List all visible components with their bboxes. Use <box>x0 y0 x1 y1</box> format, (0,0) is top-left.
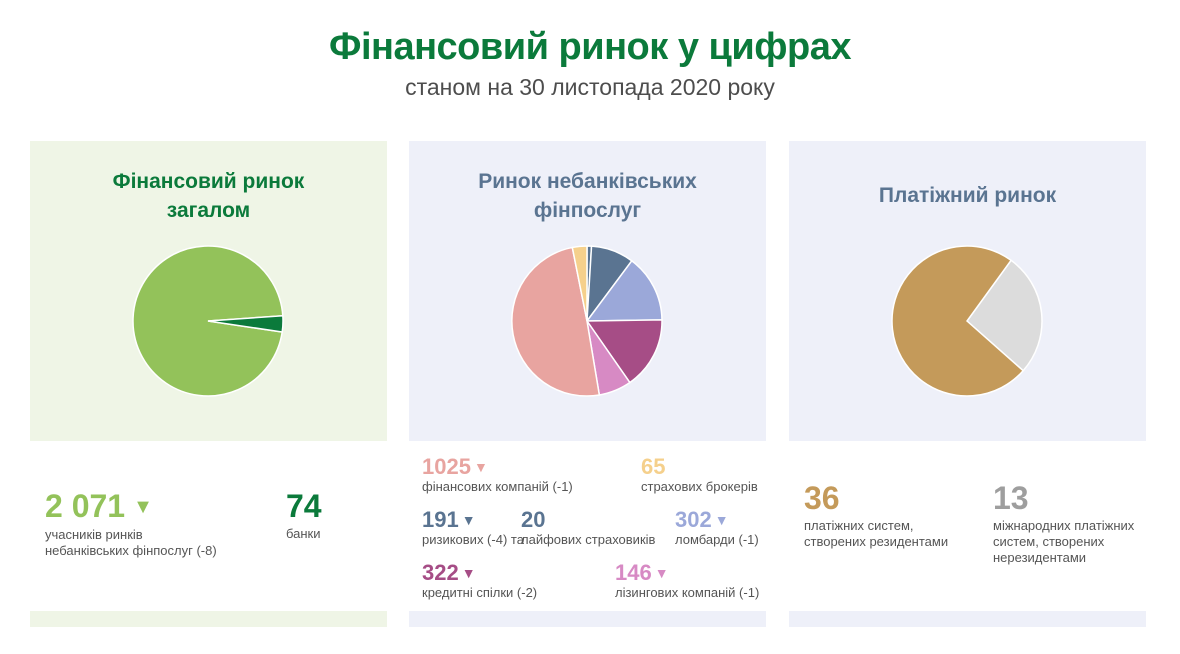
stat-pawnshops: 302 ▼ ломбарди (-1) <box>675 508 759 548</box>
stat-value: 65 <box>641 454 666 479</box>
panel-title-payment: Платіжний ринок <box>878 184 1057 207</box>
stat-label: страхових брокерів <box>641 479 758 494</box>
pie-slice <box>571 245 588 322</box>
pie-chart-nonbank <box>511 245 663 397</box>
stat-international-payment-systems: 13 міжнародних платіжних систем, створен… <box>993 481 1134 566</box>
stat-value: 2 071 ▼ <box>45 488 153 524</box>
down-triangle-icon: ▼ <box>473 459 488 475</box>
stat-label: створених резидентами <box>804 534 949 549</box>
stat-label: міжнародних платіжних <box>993 518 1135 533</box>
panel-nonbank-market: Ринок небанківських фінпослуг <box>409 141 766 441</box>
stat-label: банки <box>286 526 321 541</box>
panel-overall-market: Фінансовий ринок загалом <box>30 141 387 441</box>
down-triangle-icon: ▼ <box>714 512 729 528</box>
pie-slice <box>891 245 1025 397</box>
stat-label: лізингових компаній (-1) <box>615 585 760 600</box>
down-triangle-icon: ▼ <box>461 512 476 528</box>
pie-slice <box>511 246 601 397</box>
stat-participants: 2 071 ▼ учасників ринків небанківських фі… <box>45 489 217 559</box>
stat-credit-unions: 322 ▼ кредитні спілки (-2) <box>422 561 537 601</box>
panel-title-line: Фінансовий ринок <box>112 170 305 193</box>
stat-label: нерезидентами <box>993 550 1087 565</box>
stat-life-insurers: 20 лайфових страховиків <box>521 508 655 548</box>
panel-title-line: Ринок небанківських <box>478 170 697 193</box>
stat-value: 146 ▼ <box>615 560 669 585</box>
page-title: Фінансовий ринок у цифрах <box>329 26 851 68</box>
down-triangle-icon: ▼ <box>133 496 153 518</box>
stat-label: систем, створених <box>993 534 1105 549</box>
panel-title-line: загалом <box>166 199 251 222</box>
stat-label: ломбарди (-1) <box>675 532 759 547</box>
panel-title-nonbank: Ринок небанківських фінпослуг <box>409 167 766 225</box>
stat-label: лайфових страховиків <box>521 532 656 547</box>
stat-value: 191 ▼ <box>422 507 476 532</box>
stat-risk-insurers: 191 ▼ ризикових (-4) та <box>422 508 524 548</box>
stat-value: 74 <box>286 488 322 524</box>
stat-label: кредитні спілки (-2) <box>422 585 538 600</box>
down-triangle-icon: ▼ <box>654 565 669 581</box>
page-subtitle: станом на 30 листопада 2020 року <box>405 74 775 100</box>
down-triangle-icon: ▼ <box>461 565 476 581</box>
panel-title-line: фінпослуг <box>533 199 642 222</box>
stat-label: фінансових компаній (-1) <box>422 479 573 494</box>
stat-label: ризикових (-4) та <box>422 532 524 547</box>
pie-chart-payment <box>891 245 1043 397</box>
stat-label: учасників ринків <box>45 527 143 542</box>
panel-payment-market: Платіжний ринок <box>789 141 1146 441</box>
stat-value: 1025 ▼ <box>422 454 488 479</box>
stat-value: 20 <box>521 507 546 532</box>
stat-value: 302 ▼ <box>675 507 729 532</box>
stat-financial-companies: 1025 ▼ фінансових компаній (-1) <box>422 455 573 495</box>
stat-leasing-companies: 146 ▼ лізингових компаній (-1) <box>615 561 759 601</box>
stat-insurance-brokers: 65 страхових брокерів <box>641 455 758 495</box>
pie-slice <box>207 314 284 333</box>
panel-footer-strip <box>789 611 1146 627</box>
pie-slice <box>585 319 663 384</box>
stat-resident-payment-systems: 36 платіжних систем, створених резидента… <box>804 481 948 550</box>
stat-label: небанківських фінпослуг (-8) <box>45 543 217 558</box>
panel-footer-strip <box>30 611 387 627</box>
pie-slice <box>585 259 663 322</box>
stat-value: 36 <box>804 480 840 516</box>
stat-value: 13 <box>993 480 1029 516</box>
stat-label: платіжних систем, <box>804 518 914 533</box>
stat-value: 322 ▼ <box>422 560 476 585</box>
pie-chart-overall <box>132 245 284 397</box>
pie-slice <box>965 259 1043 372</box>
panel-title-overall: Фінансовий ринок загалом <box>30 167 387 225</box>
panel-footer-strip <box>409 611 766 627</box>
stat-banks: 74 банки <box>286 489 322 542</box>
